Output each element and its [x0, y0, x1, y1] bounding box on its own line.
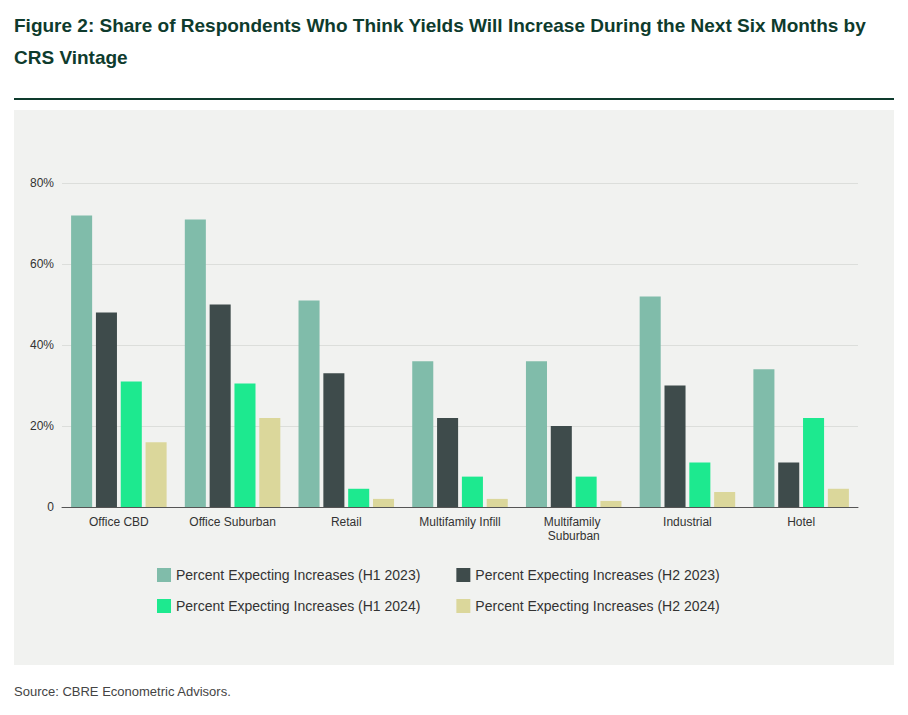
- svg-text:0: 0: [47, 500, 54, 514]
- svg-text:Office Suburban: Office Suburban: [189, 515, 276, 529]
- html-text:Source: CBRE Econometric Advis: Source: CBRE Econometric Advisors.: [14, 684, 231, 699]
- svg-text:40%: 40%: [30, 338, 54, 352]
- svg-text:Retail: Retail: [331, 515, 362, 529]
- html-text:Figure 2: Share of Respondents: Figure 2: Share of Respondents Who Think…: [14, 15, 866, 68]
- svg-text:Percent Expecting Increases (H: Percent Expecting Increases (H1 2024): [176, 598, 420, 614]
- svg-text:Multifamily: Multifamily: [544, 515, 604, 529]
- svg-text:80%: 80%: [30, 176, 54, 190]
- svg-text:Percent Expecting Increases (H: Percent Expecting Increases (H2 2024): [475, 598, 719, 614]
- svg-text:Suburban: Suburban: [548, 529, 600, 543]
- svg-text:Industrial: Industrial: [663, 515, 712, 529]
- svg-text:Hotel: Hotel: [787, 515, 815, 529]
- svg-text:Multifamily Infill: Multifamily Infill: [419, 515, 500, 529]
- svg-text:60%: 60%: [30, 257, 54, 271]
- svg-text:Percent Expecting Increases (H: Percent Expecting Increases (H2 2023): [475, 567, 719, 583]
- svg-text:20%: 20%: [30, 419, 54, 433]
- svg-text:Percent Expecting Increases (H: Percent Expecting Increases (H1 2023): [176, 567, 420, 583]
- svg-text:Office CBD: Office CBD: [89, 515, 149, 529]
